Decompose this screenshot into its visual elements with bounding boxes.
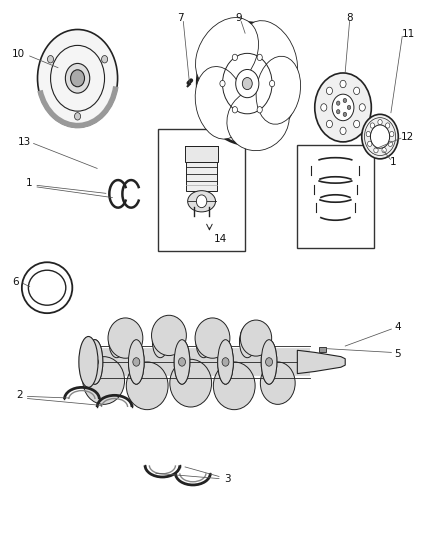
- Circle shape: [340, 80, 346, 88]
- Circle shape: [326, 120, 332, 128]
- Circle shape: [353, 87, 360, 94]
- Bar: [185, 146, 218, 162]
- Circle shape: [353, 120, 360, 128]
- Circle shape: [257, 107, 262, 113]
- Circle shape: [232, 107, 237, 113]
- Ellipse shape: [126, 362, 168, 410]
- Circle shape: [362, 114, 398, 159]
- Circle shape: [382, 148, 386, 153]
- Ellipse shape: [213, 362, 255, 410]
- Bar: [158, 128, 245, 251]
- Ellipse shape: [218, 340, 233, 384]
- Ellipse shape: [240, 320, 272, 356]
- Ellipse shape: [256, 56, 300, 124]
- Ellipse shape: [79, 336, 98, 387]
- Ellipse shape: [227, 88, 289, 151]
- Circle shape: [65, 63, 90, 93]
- Ellipse shape: [174, 340, 190, 384]
- Ellipse shape: [83, 357, 124, 405]
- Circle shape: [315, 73, 371, 142]
- Ellipse shape: [152, 316, 186, 356]
- Text: 6: 6: [12, 277, 19, 287]
- Circle shape: [74, 112, 81, 120]
- Circle shape: [242, 77, 252, 90]
- Text: 1: 1: [390, 157, 396, 166]
- Text: 12: 12: [400, 132, 413, 142]
- Text: 8: 8: [346, 13, 353, 23]
- Circle shape: [257, 54, 262, 61]
- Circle shape: [222, 358, 229, 366]
- Ellipse shape: [240, 326, 255, 358]
- Text: 14: 14: [214, 234, 227, 244]
- Circle shape: [388, 141, 392, 147]
- Text: 11: 11: [402, 29, 415, 39]
- Circle shape: [232, 54, 237, 61]
- Circle shape: [71, 70, 85, 87]
- Circle shape: [197, 22, 297, 144]
- Text: 13: 13: [18, 137, 31, 147]
- Ellipse shape: [261, 340, 277, 384]
- Ellipse shape: [218, 340, 233, 384]
- Ellipse shape: [195, 18, 258, 91]
- Ellipse shape: [174, 340, 190, 384]
- Ellipse shape: [242, 21, 297, 92]
- Circle shape: [220, 80, 225, 87]
- Circle shape: [196, 195, 207, 208]
- Polygon shape: [195, 191, 208, 199]
- Circle shape: [269, 80, 275, 87]
- Circle shape: [102, 55, 108, 63]
- Circle shape: [343, 99, 346, 103]
- Ellipse shape: [170, 359, 212, 407]
- Bar: [297, 144, 374, 248]
- Polygon shape: [319, 347, 325, 352]
- Circle shape: [326, 87, 332, 94]
- Ellipse shape: [87, 340, 103, 384]
- Circle shape: [336, 101, 340, 106]
- Circle shape: [332, 94, 354, 120]
- Circle shape: [385, 123, 390, 128]
- Circle shape: [336, 110, 340, 114]
- Text: 3: 3: [224, 474, 231, 483]
- Circle shape: [347, 106, 351, 110]
- Ellipse shape: [195, 318, 230, 358]
- Text: 7: 7: [177, 13, 184, 23]
- Ellipse shape: [128, 340, 144, 384]
- Ellipse shape: [109, 326, 124, 358]
- Ellipse shape: [195, 67, 245, 139]
- Circle shape: [367, 141, 372, 147]
- Ellipse shape: [128, 340, 144, 384]
- Circle shape: [321, 104, 327, 111]
- Bar: [186, 162, 217, 191]
- Ellipse shape: [152, 326, 168, 358]
- Text: 1: 1: [25, 178, 32, 188]
- Circle shape: [374, 148, 378, 153]
- Circle shape: [370, 123, 374, 128]
- Text: 4: 4: [394, 322, 401, 333]
- Circle shape: [378, 119, 382, 125]
- Circle shape: [265, 358, 272, 366]
- Polygon shape: [297, 350, 345, 374]
- Circle shape: [371, 125, 390, 148]
- Circle shape: [343, 112, 346, 117]
- Circle shape: [133, 358, 140, 366]
- Circle shape: [359, 104, 365, 111]
- Ellipse shape: [187, 191, 215, 212]
- Text: 2: 2: [16, 390, 23, 400]
- Circle shape: [47, 55, 53, 63]
- Circle shape: [389, 132, 394, 137]
- Circle shape: [38, 29, 117, 127]
- Text: 5: 5: [394, 349, 401, 359]
- Circle shape: [366, 132, 371, 137]
- Ellipse shape: [87, 340, 103, 384]
- Ellipse shape: [260, 362, 295, 405]
- Text: 9: 9: [235, 13, 242, 23]
- Circle shape: [179, 358, 185, 366]
- Ellipse shape: [261, 340, 277, 384]
- Ellipse shape: [108, 318, 143, 358]
- Circle shape: [236, 69, 259, 98]
- Circle shape: [92, 358, 99, 366]
- Ellipse shape: [196, 326, 212, 358]
- Text: 10: 10: [12, 50, 25, 59]
- Circle shape: [340, 127, 346, 134]
